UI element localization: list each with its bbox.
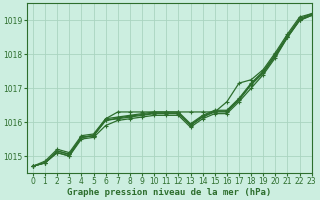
X-axis label: Graphe pression niveau de la mer (hPa): Graphe pression niveau de la mer (hPa) <box>67 188 271 197</box>
